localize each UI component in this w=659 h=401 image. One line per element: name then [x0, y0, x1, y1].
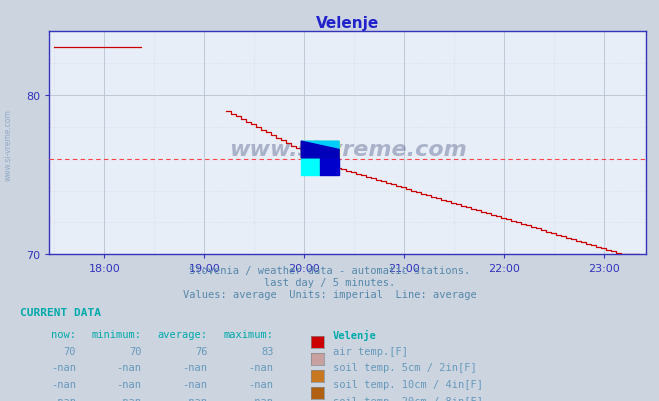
- Text: -nan: -nan: [51, 396, 76, 401]
- Text: Velenje: Velenje: [333, 329, 376, 340]
- Text: -nan: -nan: [248, 379, 273, 389]
- Text: 83: 83: [261, 346, 273, 356]
- Polygon shape: [301, 142, 339, 158]
- Text: -nan: -nan: [248, 396, 273, 401]
- Bar: [301, 158, 320, 175]
- Text: -nan: -nan: [117, 363, 142, 373]
- Text: air temp.[F]: air temp.[F]: [333, 346, 408, 356]
- Text: last day / 5 minutes.: last day / 5 minutes.: [264, 278, 395, 288]
- Bar: [301, 142, 339, 158]
- Text: CURRENT DATA: CURRENT DATA: [20, 307, 101, 317]
- Text: -nan: -nan: [51, 363, 76, 373]
- Bar: [320, 158, 339, 175]
- Text: soil temp. 5cm / 2in[F]: soil temp. 5cm / 2in[F]: [333, 363, 476, 373]
- Title: Velenje: Velenje: [316, 16, 379, 31]
- Text: -nan: -nan: [183, 379, 208, 389]
- Text: soil temp. 10cm / 4in[F]: soil temp. 10cm / 4in[F]: [333, 379, 483, 389]
- Text: soil temp. 20cm / 8in[F]: soil temp. 20cm / 8in[F]: [333, 396, 483, 401]
- Text: now:: now:: [51, 329, 76, 339]
- Text: Slovenia / weather data - automatic stations.: Slovenia / weather data - automatic stat…: [189, 266, 470, 275]
- Text: -nan: -nan: [183, 396, 208, 401]
- Text: -nan: -nan: [248, 363, 273, 373]
- Text: -nan: -nan: [51, 379, 76, 389]
- Text: 70: 70: [63, 346, 76, 356]
- Text: www.si-vreme.com: www.si-vreme.com: [229, 140, 467, 160]
- Text: Values: average  Units: imperial  Line: average: Values: average Units: imperial Line: av…: [183, 290, 476, 300]
- Text: -nan: -nan: [117, 379, 142, 389]
- Text: -nan: -nan: [183, 363, 208, 373]
- Text: average:: average:: [158, 329, 208, 339]
- Text: www.si-vreme.com: www.si-vreme.com: [3, 109, 13, 180]
- Text: 76: 76: [195, 346, 208, 356]
- Text: 70: 70: [129, 346, 142, 356]
- Polygon shape: [301, 142, 339, 150]
- Text: minimum:: minimum:: [92, 329, 142, 339]
- Text: maximum:: maximum:: [223, 329, 273, 339]
- Text: -nan: -nan: [117, 396, 142, 401]
